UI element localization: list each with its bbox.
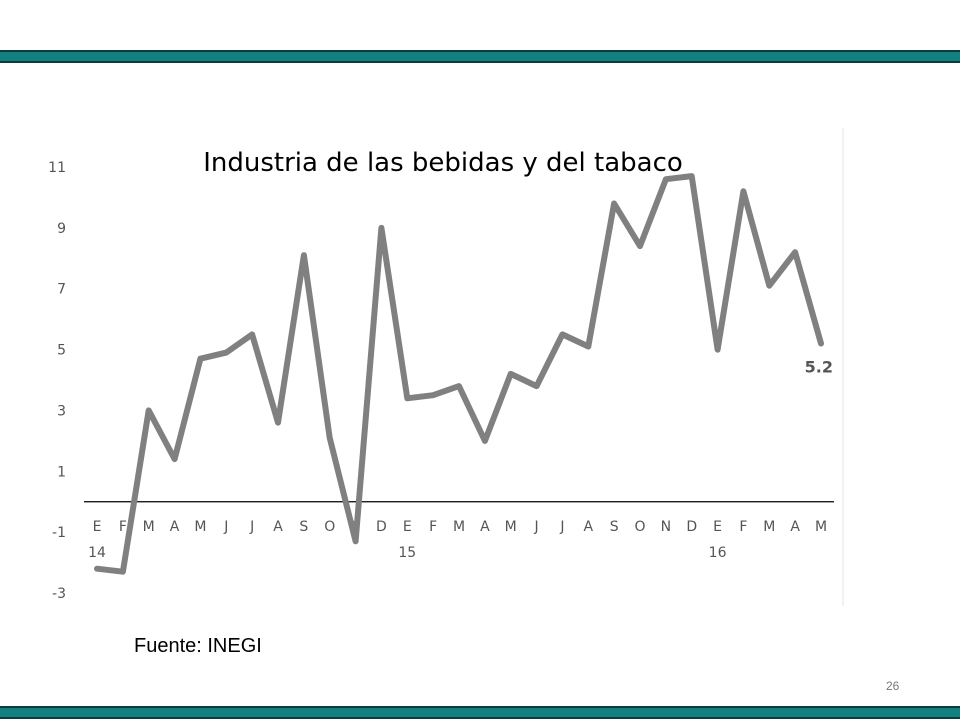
x-tick-label: N [661,519,671,535]
x-tick-label: S [610,519,619,535]
y-tick-label: -3 [52,586,66,602]
x-tick-label: A [790,519,800,535]
y-tick-label: 7 [57,282,66,298]
x-tick-label: D [376,519,387,535]
x-tick-label: J [559,519,564,535]
x-tick-label: D [686,519,697,535]
x-tick-label: A [480,519,490,535]
x-tick-label: M [815,519,827,535]
year-label: 14 [88,545,106,561]
year-label: 15 [398,545,416,561]
x-tick-label: J [223,519,228,535]
x-tick-label: E [93,519,102,535]
x-tick-label: M [143,519,155,535]
y-tick-label: 9 [57,221,66,237]
x-tick-label: M [763,519,775,535]
x-tick-label: F [429,519,437,535]
x-tick-label: M [505,519,517,535]
y-tick-label: -1 [52,525,66,541]
x-tick-label: M [194,519,206,535]
end-value-label: 5.2 [805,357,833,376]
top-band [0,50,960,63]
y-tick-label: 11 [48,160,66,176]
x-tick-label: A [583,519,593,535]
x-tick-label: O [634,519,645,535]
x-tick-label: A [170,519,180,535]
y-axis: 11 9 7 5 3 1 -1 -3 [48,160,66,602]
x-tick-label: E [403,519,412,535]
y-tick-label: 3 [57,403,66,419]
page-number: 26 [886,679,900,693]
x-tick-label: A [273,519,283,535]
y-tick-label: 5 [57,343,66,359]
x-tick-label: S [299,519,308,535]
x-tick-label: O [324,519,335,535]
x-tick-label: J [249,519,254,535]
y-tick-label: 1 [57,464,66,480]
year-label: 16 [709,545,727,561]
series-layer [94,173,824,575]
chart-title: Industria de las bebidas y del tabaco [203,148,683,178]
bottom-band [0,706,960,719]
x-tick-label: M [453,519,465,535]
series-line [94,173,824,575]
x-tick-label: F [119,519,127,535]
source-note: Fuente: INEGI [134,635,262,657]
x-tick-label: J [534,519,539,535]
x-tick-label: F [739,519,747,535]
x-tick-label: E [713,519,722,535]
x-axis: E F M A M J J A S O N D E F M A M J J A S O N D E F M A M14 15 16 [88,519,827,561]
